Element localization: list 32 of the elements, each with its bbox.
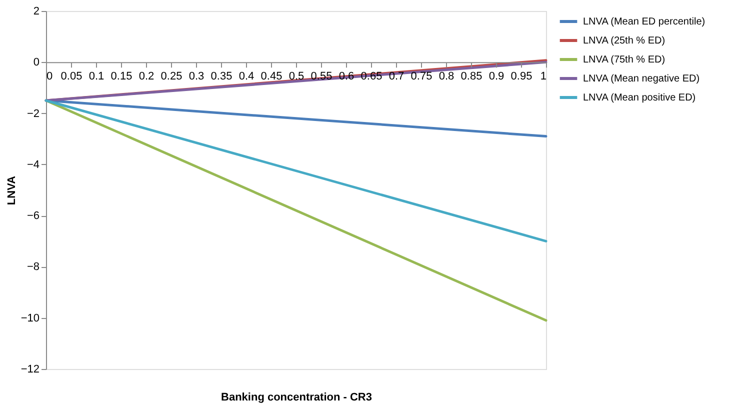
x-tick-label: 0.75 bbox=[410, 70, 432, 83]
y-tick-label: −6 bbox=[26, 210, 40, 222]
legend-label: LNVA (Mean positive ED) bbox=[583, 92, 696, 104]
legend-label: LNVA (Mean negative ED) bbox=[583, 74, 700, 84]
x-tick-label: 0.95 bbox=[510, 70, 532, 83]
legend-label: LNVA (25th % ED) bbox=[583, 36, 666, 46]
x-tick-label: 1 bbox=[540, 70, 546, 83]
x-tick-label: 0.15 bbox=[110, 70, 132, 83]
y-tick-label: −4 bbox=[26, 158, 40, 171]
x-tick-label: 0 bbox=[46, 70, 53, 83]
x-tick-label: 0.35 bbox=[210, 70, 232, 83]
x-tick-label: 0.4 bbox=[238, 70, 254, 83]
y-tick-label: 0 bbox=[33, 56, 40, 69]
y-tick-label: −8 bbox=[26, 261, 40, 274]
x-tick-label: 0.2 bbox=[138, 70, 154, 83]
x-axis-title: Banking concentration - CR3 bbox=[221, 392, 372, 404]
x-tick-label: 0.3 bbox=[188, 70, 204, 83]
y-tick-label: −10 bbox=[20, 312, 40, 324]
legend-label: LNVA (Mean ED percentile) bbox=[583, 16, 706, 28]
x-tick-label: 0.05 bbox=[60, 70, 82, 83]
y-tick-label: −2 bbox=[26, 108, 40, 120]
x-tick-label: 0.85 bbox=[460, 70, 482, 83]
x-tick-label: 0.1 bbox=[88, 70, 104, 83]
x-tick-label: 0.45 bbox=[260, 70, 282, 83]
x-tick-label: 0.9 bbox=[488, 70, 504, 83]
y-tick-label: −12 bbox=[20, 364, 40, 376]
y-tick-label: 2 bbox=[33, 6, 40, 18]
y-axis-title: LNVA bbox=[6, 176, 18, 206]
x-tick-label: 0.8 bbox=[438, 70, 454, 83]
legend-label: LNVA (75th % ED) bbox=[583, 54, 666, 66]
x-tick-label: 0.25 bbox=[160, 70, 182, 83]
x-tick-label: 0.55 bbox=[310, 70, 332, 83]
